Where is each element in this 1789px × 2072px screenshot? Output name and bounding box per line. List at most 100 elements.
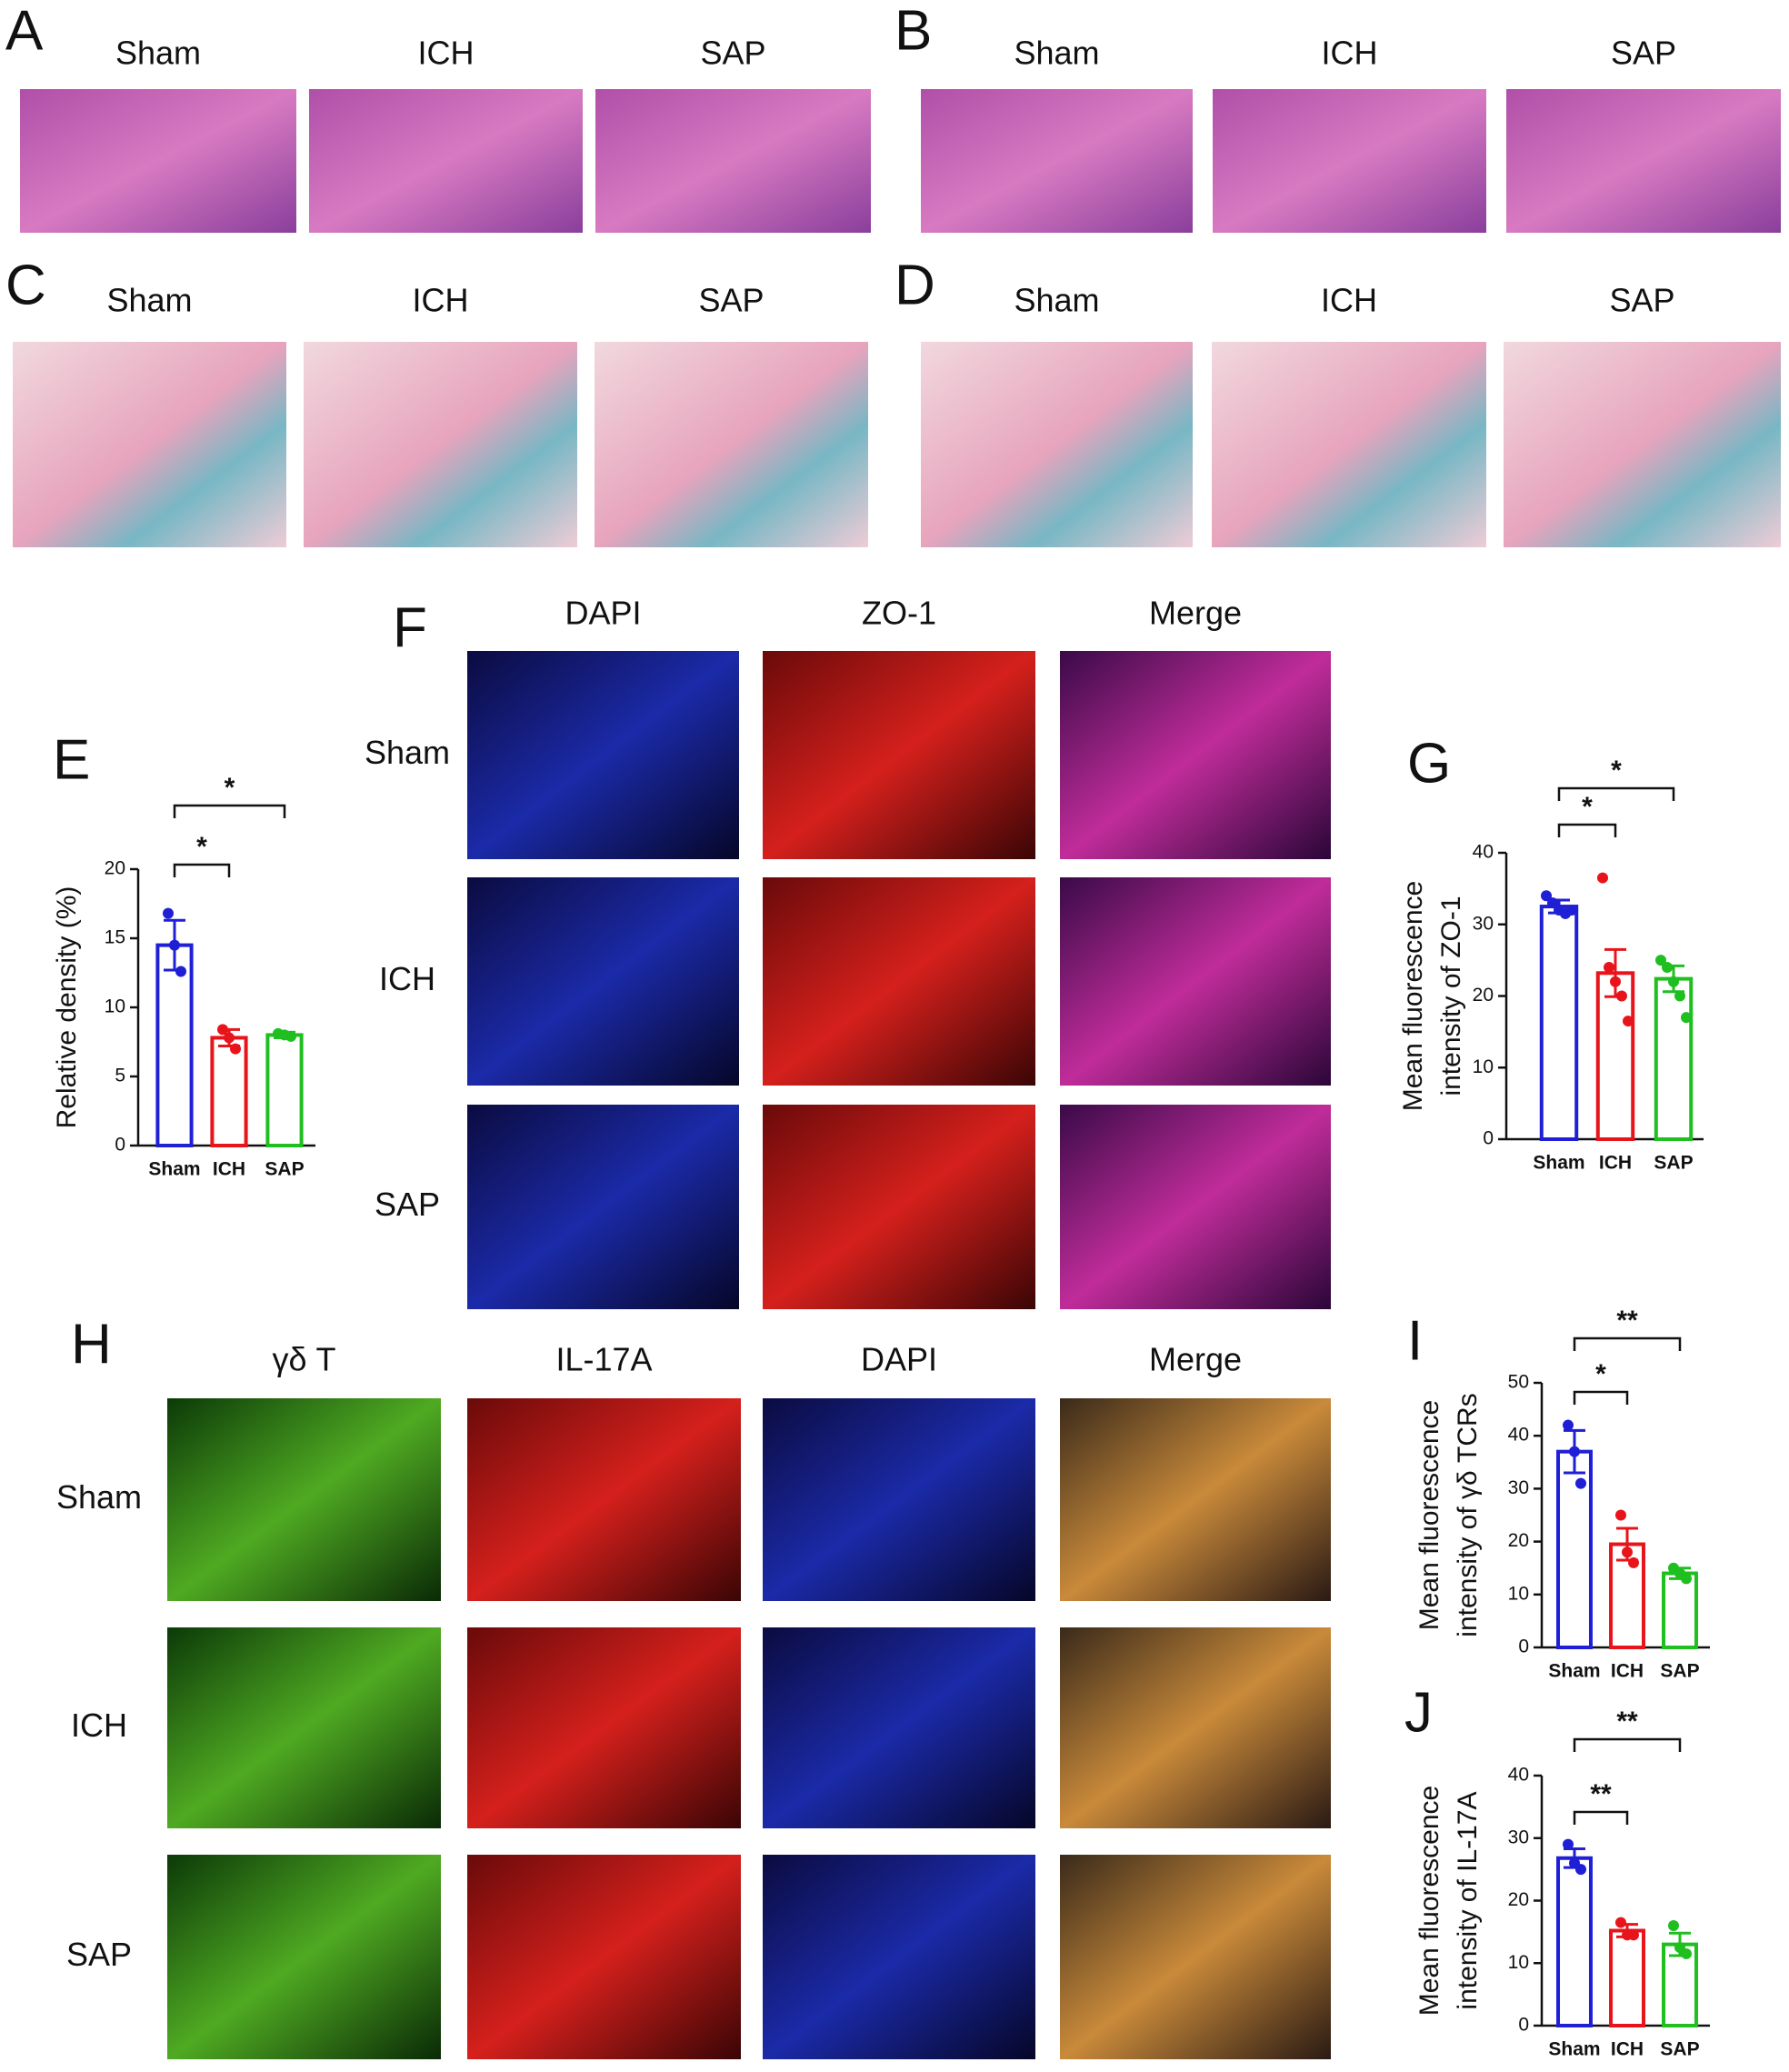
x-tick-label: Sham <box>1533 1153 1584 1174</box>
y-tick-label: 40 <box>1508 1765 1529 1786</box>
column-label: ICH <box>418 35 475 72</box>
row-label: ICH <box>379 960 435 997</box>
column-label: SAP <box>700 35 765 72</box>
x-tick-label: ICH <box>1611 2039 1644 2060</box>
data-point <box>163 907 174 919</box>
y-tick-label: 20 <box>1508 1530 1529 1551</box>
micrograph <box>1213 89 1486 233</box>
y-axis-title: intensity of ZO-1 <box>1436 896 1466 1096</box>
column-label: Merge <box>1149 595 1242 632</box>
column-label: DAPI <box>565 595 641 632</box>
x-tick-label: SAP <box>1654 1153 1693 1174</box>
x-tick-label: Sham <box>148 1159 200 1180</box>
panel-letter: A <box>5 0 44 62</box>
data-point <box>1628 1557 1639 1568</box>
significance-bracket <box>1573 1336 1682 1351</box>
y-tick-label: 20 <box>1473 985 1494 1006</box>
y-tick-label: 20 <box>1508 1889 1529 1910</box>
y-axis-title: Mean fluorescence <box>1414 1400 1444 1630</box>
data-point <box>1569 1446 1580 1457</box>
micrograph <box>595 89 871 233</box>
data-point <box>1622 1546 1633 1558</box>
x-tick-label: SAP <box>1660 1661 1699 1682</box>
micrograph <box>921 342 1193 547</box>
y-axis-title: intensity of γδ TCRs <box>1453 1393 1483 1637</box>
data-point <box>1616 990 1627 1002</box>
significance-label: * <box>1595 1359 1606 1389</box>
data-point <box>230 1043 241 1055</box>
data-point <box>1575 1864 1586 1876</box>
micrograph <box>1060 1627 1331 1828</box>
micrograph <box>467 877 739 1086</box>
micrograph <box>1060 1105 1331 1309</box>
panel-letter: F <box>393 596 427 659</box>
data-point <box>1541 890 1552 902</box>
data-point <box>1623 1016 1634 1027</box>
y-tick-label: 40 <box>1473 842 1494 863</box>
significance-label: * <box>1582 792 1593 822</box>
column-label: ICH <box>413 282 469 319</box>
y-tick-label: 50 <box>1508 1372 1529 1393</box>
data-point <box>217 1024 228 1036</box>
micrograph <box>763 1855 1035 2059</box>
bar <box>155 943 194 1147</box>
x-tick-label: Sham <box>1548 2039 1600 2060</box>
micrograph <box>921 89 1193 233</box>
row-label: ICH <box>71 1707 127 1744</box>
bar <box>210 1036 248 1147</box>
y-axis-title: Mean fluorescence <box>1414 1786 1444 2016</box>
data-point <box>1668 976 1679 987</box>
significance-bracket <box>1573 1390 1629 1405</box>
x-tick-label: SAP <box>1660 2039 1699 2060</box>
bar <box>1556 1856 1593 2027</box>
micrograph <box>467 1105 739 1309</box>
y-tick-label: 10 <box>1508 1583 1529 1604</box>
significance-label: ** <box>1616 1707 1638 1737</box>
data-point <box>1575 1477 1586 1489</box>
micrograph <box>763 1105 1035 1309</box>
micrograph <box>1060 1398 1331 1601</box>
x-tick-label: ICH <box>1599 1153 1632 1174</box>
micrograph <box>304 342 577 547</box>
significance-label: ** <box>1616 1306 1638 1336</box>
row-label: SAP <box>66 1936 132 1973</box>
column-label: ZO-1 <box>862 595 936 632</box>
y-tick-label: 5 <box>115 1066 125 1086</box>
bar <box>1662 1571 1698 1650</box>
column-label: ICH <box>1321 282 1377 319</box>
data-point <box>1563 1838 1574 1850</box>
column-label: SAP <box>1609 282 1674 319</box>
data-point <box>1681 1947 1692 1959</box>
micrograph <box>467 1627 741 1828</box>
data-point <box>1681 1573 1692 1585</box>
column-label: DAPI <box>861 1341 937 1378</box>
panel-letter: H <box>71 1313 112 1376</box>
column-label: SAP <box>698 282 764 319</box>
x-tick-label: SAP <box>265 1159 304 1180</box>
x-tick-label: Sham <box>1548 1661 1600 1682</box>
data-point <box>169 939 180 951</box>
panel-letter: B <box>894 0 932 62</box>
data-point <box>1615 1509 1626 1521</box>
micrograph <box>167 1855 441 2059</box>
micrograph <box>1212 342 1486 547</box>
y-tick-label: 10 <box>105 996 125 1017</box>
micrograph <box>1060 651 1331 859</box>
x-tick-label: ICH <box>1611 1661 1644 1682</box>
data-point <box>1597 872 1608 884</box>
panel-letter: E <box>53 728 90 791</box>
y-tick-label: 30 <box>1508 1827 1529 1847</box>
column-label: IL-17A <box>555 1341 652 1378</box>
column-label: Sham <box>115 35 201 72</box>
significance-label: * <box>225 773 235 803</box>
x-tick-label: ICH <box>213 1159 245 1180</box>
bar <box>1654 976 1694 1141</box>
column-label: Sham <box>1014 282 1099 319</box>
micrograph <box>763 1398 1035 1601</box>
bar <box>1539 905 1579 1141</box>
micrograph <box>763 1627 1035 1828</box>
column-label: Merge <box>1149 1341 1242 1378</box>
panel-letter: D <box>894 254 935 316</box>
y-axis-title: Relative density (%) <box>52 886 82 1129</box>
column-label: Sham <box>106 282 192 319</box>
